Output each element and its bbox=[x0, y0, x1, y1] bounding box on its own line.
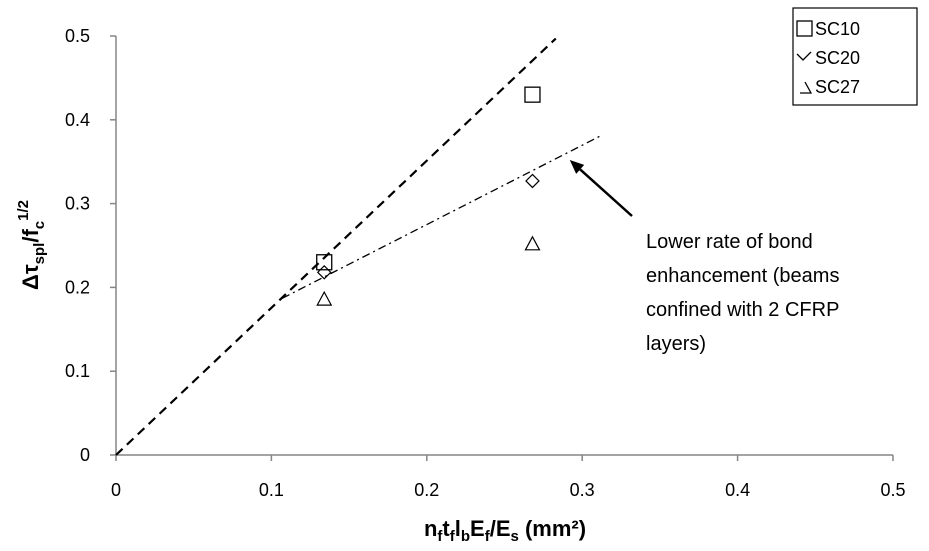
sc20-point-2 bbox=[525, 173, 540, 189]
legend-label-sc20: SC20 bbox=[815, 48, 860, 68]
sc27-point-2 bbox=[524, 235, 541, 251]
annotation-line-3: confined with 2 CFRP bbox=[646, 299, 839, 321]
legend-square-icon bbox=[796, 20, 813, 37]
sc20-point-1 bbox=[316, 264, 332, 280]
sc27-point-1 bbox=[316, 290, 333, 306]
legend-box bbox=[792, 7, 918, 106]
x-tick-label: 0.2 bbox=[414, 480, 439, 500]
y-tick-label: 0.5 bbox=[65, 26, 90, 46]
x-tick-label: 0 bbox=[111, 480, 121, 500]
annotation-arrowhead bbox=[569, 160, 585, 174]
legend-diamond-icon bbox=[796, 51, 812, 61]
x-tick-label: 0.1 bbox=[259, 480, 284, 500]
legend-label-sc10: SC10 bbox=[815, 19, 860, 39]
x-axis-ticks: 0 0.1 0.2 0.3 0.4 0.5 bbox=[111, 455, 906, 500]
x-axis-title: nftflbEf/Es (mm²) bbox=[424, 516, 586, 545]
y-tick-label: 0.3 bbox=[65, 194, 90, 214]
annotation-line-4: layers) bbox=[646, 333, 706, 355]
y-tick-label: 0.2 bbox=[65, 277, 90, 297]
y-tick-label: 0.4 bbox=[65, 110, 90, 130]
legend: SC10 SC20 SC27 bbox=[792, 7, 918, 106]
annotation-line-2: enhancement (beams bbox=[646, 265, 839, 287]
annotation: Lower rate of bond enhancement (beams co… bbox=[569, 160, 839, 355]
data-markers bbox=[316, 86, 541, 306]
annotation-line-1: Lower rate of bond bbox=[646, 231, 813, 253]
sc10-point-1 bbox=[316, 254, 333, 271]
y-tick-label: 0.1 bbox=[65, 361, 90, 381]
x-tick-label: 0.3 bbox=[570, 480, 595, 500]
legend-triangle-icon bbox=[800, 81, 813, 94]
y-axis-title: Δτspl/fc1/2 bbox=[15, 200, 48, 290]
trend-line-dash-dot bbox=[281, 135, 602, 299]
y-axis-ticks: 0 0.1 0.2 0.3 0.4 0.5 bbox=[65, 26, 116, 465]
sc10-point-2 bbox=[524, 86, 541, 103]
x-tick-label: 0.5 bbox=[880, 480, 905, 500]
legend-label-sc27: SC27 bbox=[815, 77, 860, 97]
trend-line-dashed bbox=[115, 37, 557, 456]
x-tick-label: 0.4 bbox=[725, 480, 750, 500]
annotation-arrow bbox=[579, 168, 633, 217]
y-tick-label: 0 bbox=[80, 445, 90, 465]
